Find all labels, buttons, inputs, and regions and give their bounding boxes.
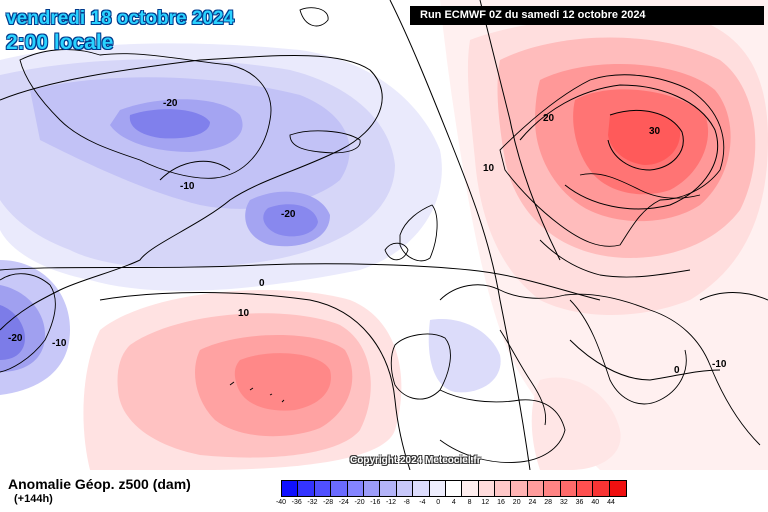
legend-tick-label: -24 bbox=[338, 499, 349, 506]
contour-label: -20 bbox=[163, 98, 178, 109]
legend-swatch bbox=[282, 481, 299, 496]
copyright-notice: Copyright 2024 Meteociel.fr bbox=[350, 455, 481, 466]
legend-swatch bbox=[429, 481, 446, 496]
forecast-time: 2:00 locale bbox=[6, 31, 114, 54]
legend-colorbar bbox=[281, 480, 628, 497]
legend-tick-label: -12 bbox=[385, 499, 397, 506]
legend-tick-label: 12 bbox=[481, 499, 490, 506]
legend-swatch bbox=[298, 481, 315, 496]
contour-label: -10 bbox=[52, 338, 67, 349]
contour-label: 20 bbox=[543, 113, 555, 124]
legend-tick-label: 8 bbox=[467, 499, 472, 506]
legend-swatch bbox=[495, 481, 512, 496]
legend-tick-label: 0 bbox=[436, 499, 441, 506]
model-run-banner: Run ECMWF 0Z du samedi 12 octobre 2024 bbox=[410, 6, 764, 25]
anomaly-map: -20 -10 -20 -20 -10 0 10 10 20 30 0 -10 bbox=[0, 0, 768, 470]
legend-swatch bbox=[577, 481, 594, 496]
legend-tick-label: -28 bbox=[323, 499, 334, 506]
legend-tick-label: -20 bbox=[354, 499, 365, 506]
legend-swatch bbox=[544, 481, 561, 496]
contour-label: 0 bbox=[674, 365, 680, 376]
legend-swatch bbox=[511, 481, 528, 496]
legend-tick-label: 40 bbox=[591, 499, 600, 506]
legend-tick-label: -16 bbox=[370, 499, 381, 506]
legend-tick-label: -8 bbox=[403, 499, 410, 506]
contour-label: -10 bbox=[712, 359, 727, 370]
legend-tick-label: -40 bbox=[275, 499, 287, 506]
contour-labels: -20 -10 -20 -20 -10 0 10 10 20 30 0 -10 bbox=[8, 98, 727, 376]
legend-swatch bbox=[462, 481, 479, 496]
legend-tick-label: 32 bbox=[559, 499, 568, 506]
contour-label: 30 bbox=[649, 126, 661, 137]
legend-swatch bbox=[331, 481, 348, 496]
anomaly-contours bbox=[0, 0, 768, 470]
legend-ticks: -40 -36 -32 -28 -24 -20 -16 -12 -8 -4 0 4 8 12 16 20 24 2… bbox=[276, 499, 615, 509]
lead-time: (+144h) bbox=[14, 493, 53, 505]
legend-tick-label: 36 bbox=[575, 499, 584, 506]
contour-label: -10 bbox=[180, 181, 195, 192]
legend-swatch bbox=[593, 481, 610, 496]
legend-tick-label: 44 bbox=[607, 499, 615, 506]
legend-swatch bbox=[560, 481, 578, 496]
legend-swatch bbox=[396, 481, 414, 496]
legend-swatch bbox=[609, 481, 627, 496]
legend-tick-label: 16 bbox=[497, 499, 505, 506]
contour-label: 0 bbox=[259, 278, 265, 289]
legend-swatch bbox=[478, 481, 496, 496]
legend-tick-label: 4 bbox=[451, 499, 456, 506]
legend-swatch bbox=[363, 481, 381, 496]
legend-tick-label: -36 bbox=[291, 499, 302, 506]
contour-label: 10 bbox=[238, 308, 250, 319]
legend-tick-label: 20 bbox=[512, 499, 521, 506]
legend-swatch bbox=[314, 481, 332, 496]
legend-swatch bbox=[445, 481, 463, 496]
positive-anomaly-field bbox=[83, 0, 768, 470]
legend-tick-label: 28 bbox=[544, 499, 553, 506]
legend-swatch bbox=[380, 481, 397, 496]
legend-swatch bbox=[347, 481, 364, 496]
product-title: Anomalie Géop. z500 (dam) bbox=[8, 476, 191, 492]
contour-label: -20 bbox=[8, 333, 23, 344]
legend-tick-label: 24 bbox=[528, 499, 537, 506]
forecast-date: vendredi 18 octobre 2024 bbox=[6, 8, 235, 29]
legend-tick-label: -32 bbox=[307, 499, 318, 506]
coastlines bbox=[0, 7, 761, 463]
legend-swatch bbox=[527, 481, 545, 496]
legend-swatch bbox=[413, 481, 430, 496]
legend-tick-label: -4 bbox=[419, 499, 426, 506]
contour-label: 10 bbox=[483, 163, 495, 174]
contour-label: -20 bbox=[281, 209, 296, 220]
